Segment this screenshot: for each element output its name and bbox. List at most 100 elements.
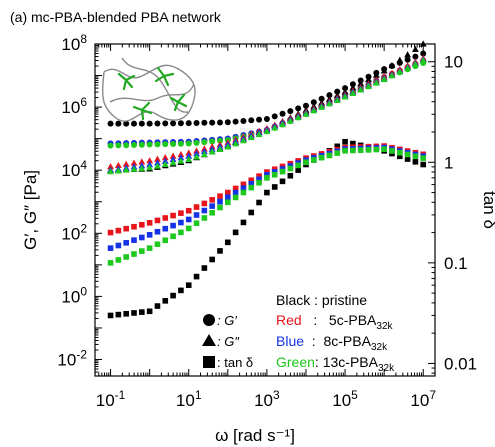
- data-point: [146, 120, 153, 127]
- data-point: [373, 146, 380, 153]
- y-left-tick-label: 10-2: [57, 348, 87, 370]
- data-point: [193, 273, 200, 280]
- data-point: [225, 239, 231, 246]
- data-point: [232, 194, 239, 201]
- y-axis-left: 10-2 100 102 104 106 108: [57, 32, 102, 377]
- data-point: [404, 156, 411, 162]
- data-point: [170, 212, 176, 219]
- data-point: [372, 71, 380, 78]
- data-point: [334, 143, 341, 150]
- data-point: [154, 141, 161, 148]
- data-point: [256, 199, 262, 206]
- data-point: [412, 153, 419, 160]
- data-point: [232, 229, 239, 236]
- data-point: [287, 165, 294, 172]
- data-point: [216, 145, 224, 152]
- data-point: [350, 147, 356, 154]
- y-left-tick-label: 106: [61, 95, 87, 117]
- data-point: [161, 160, 169, 167]
- data-point: [146, 308, 153, 315]
- data-point: [357, 86, 365, 93]
- data-point: [350, 140, 356, 147]
- data-point: [162, 215, 169, 221]
- data-point: [209, 119, 216, 126]
- data-point: [146, 164, 154, 171]
- data-point: [177, 120, 184, 127]
- data-point: [326, 152, 333, 159]
- data-point: [130, 159, 138, 166]
- x-tick-label: 103: [254, 388, 280, 410]
- data-point: [107, 229, 114, 236]
- data-point: [138, 164, 146, 172]
- data-point: [169, 159, 177, 166]
- data-point: [170, 140, 177, 147]
- x-tick-label: 107: [410, 388, 436, 410]
- y-right-tick-label: 0.1: [444, 254, 468, 273]
- data-point: [232, 189, 239, 196]
- data-point: [248, 209, 255, 216]
- data-point: [209, 209, 215, 216]
- data-point: [248, 180, 255, 187]
- data-point: [216, 137, 223, 144]
- series-13c-square: [107, 146, 427, 266]
- data-point: [271, 184, 278, 190]
- legend-marker-label-tandelta: : tan δ: [217, 355, 253, 370]
- data-point: [380, 67, 388, 74]
- data-point: [240, 117, 247, 124]
- data-point: [193, 204, 200, 210]
- data-point: [146, 220, 153, 226]
- data-point: [232, 185, 239, 192]
- data-point: [318, 103, 326, 110]
- data-point: [161, 157, 169, 164]
- data-point: [248, 177, 255, 184]
- data-point: [279, 110, 286, 117]
- data-point: [256, 173, 262, 179]
- series-13c-triangle: [107, 56, 427, 175]
- data-point: [154, 303, 161, 309]
- data-point: [240, 181, 247, 188]
- series-layer: [107, 40, 427, 319]
- data-point: [271, 171, 278, 178]
- data-point: [162, 298, 169, 304]
- legend: : G′ : G″ : tan δ Black : pristine Red :…: [202, 292, 395, 374]
- y-left-tick-label: 104: [61, 158, 87, 180]
- data-point: [357, 147, 364, 153]
- data-point: [139, 234, 145, 241]
- data-point: [287, 172, 294, 179]
- data-point: [209, 138, 216, 145]
- legend-color-pristine: Black : pristine: [276, 292, 367, 308]
- data-point: [420, 155, 427, 161]
- data-point: [178, 229, 184, 236]
- data-point: [177, 140, 184, 147]
- data-point: [139, 309, 145, 315]
- data-point: [224, 119, 231, 126]
- data-point: [177, 150, 185, 158]
- data-point: [334, 88, 341, 95]
- series-pristine-square: [107, 138, 427, 319]
- data-point: [107, 245, 114, 251]
- data-point: [388, 61, 396, 69]
- data-point: [381, 146, 387, 152]
- data-point: [177, 154, 185, 161]
- data-point: [146, 141, 153, 148]
- data-point: [170, 120, 177, 127]
- data-point: [217, 198, 223, 205]
- data-point: [201, 200, 208, 207]
- data-point: [286, 117, 294, 124]
- data-point: [169, 152, 177, 159]
- data-point: [389, 148, 395, 154]
- data-point: [342, 85, 349, 92]
- data-point: [162, 141, 169, 148]
- data-point: [201, 215, 208, 221]
- data-point: [295, 167, 301, 173]
- data-point: [225, 189, 231, 196]
- data-point: [131, 251, 137, 257]
- data-point: [396, 56, 404, 63]
- data-point: [208, 148, 216, 155]
- data-point: [302, 110, 310, 117]
- data-point: [396, 149, 403, 156]
- x-tick-label: 105: [332, 388, 358, 410]
- data-point: [341, 93, 349, 100]
- data-point: [224, 143, 232, 150]
- data-point: [404, 64, 412, 71]
